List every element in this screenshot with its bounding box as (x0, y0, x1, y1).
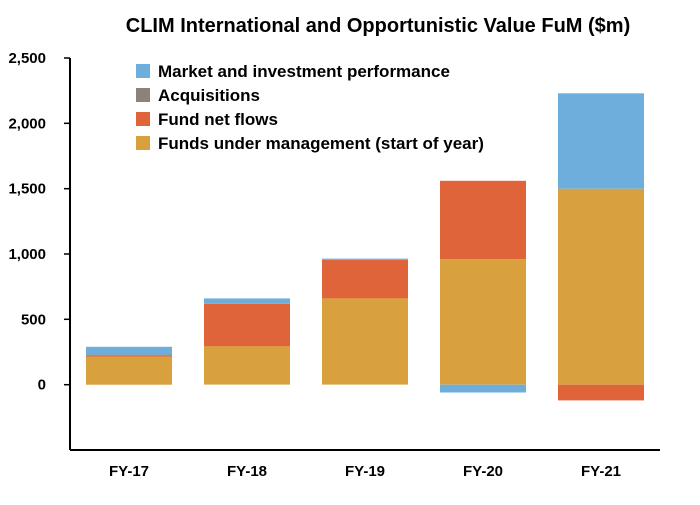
bar-fy-21-fund-net-flows (558, 384, 644, 401)
legend-label-acquisitions: Acquisitions (158, 86, 260, 105)
bar-fy-21-market-and-investment-performance (558, 93, 644, 189)
bar-fy-17-acquisitions (86, 354, 172, 356)
bar-fy-20-fund-net-flows (440, 180, 526, 260)
legend-label-funds-under-management-start-of-year: Funds under management (start of year) (158, 134, 484, 153)
bar-fy-17-fund-net-flows (86, 355, 172, 357)
y-tick-label: 0 (38, 377, 46, 394)
legend-label-fund-net-flows: Fund net flows (158, 110, 278, 129)
y-tick-label: 500 (21, 311, 46, 328)
bars-group (86, 93, 644, 401)
x-tick-label: FY-19 (345, 463, 385, 480)
bar-fy-21-funds-under-management-start-of-year (558, 188, 644, 385)
chart-title: CLIM International and Opportunistic Val… (126, 15, 630, 37)
y-tick-label: 1,000 (8, 246, 46, 263)
legend-swatch-fund-net-flows (136, 112, 150, 126)
bar-fy-20-funds-under-management-start-of-year (440, 259, 526, 385)
bar-fy-18-fund-net-flows (204, 303, 290, 347)
bar-fy-19-fund-net-flows (322, 259, 408, 299)
y-tick-label: 1,500 (8, 181, 46, 198)
bar-fy-17-market-and-investment-performance (86, 346, 172, 355)
legend: Market and investment performance Acquisi… (136, 62, 484, 153)
x-tick-label: FY-18 (227, 463, 267, 480)
legend-swatch-acquisitions (136, 88, 150, 102)
legend-swatch-market-and-investment-performance (136, 64, 150, 78)
bar-fy-18-funds-under-management-start-of-year (204, 346, 290, 385)
legend-label-market-and-investment-performance: Market and investment performance (158, 62, 450, 81)
x-tick-label: FY-17 (109, 463, 149, 480)
bar-fy-17-funds-under-management-start-of-year (86, 356, 172, 385)
y-tick-label: 2,500 (8, 50, 46, 67)
y-tick-label: 2,000 (8, 115, 46, 132)
bar-fy-19-funds-under-management-start-of-year (322, 298, 408, 385)
bar-fy-18-market-and-investment-performance (204, 298, 290, 304)
axes-group: FY-17 FY-18 FY-19 FY-20 FY-21 0 500 1,000 1,500 2… (8, 50, 660, 480)
bar-fy-20-market-and-investment-performance (440, 384, 526, 393)
x-tick-label: FY-21 (581, 463, 621, 480)
legend-swatch-funds-under-management-start-of-year (136, 136, 150, 150)
x-tick-label: FY-20 (463, 463, 503, 480)
bar-fy-19-market-and-investment-performance (322, 258, 408, 260)
